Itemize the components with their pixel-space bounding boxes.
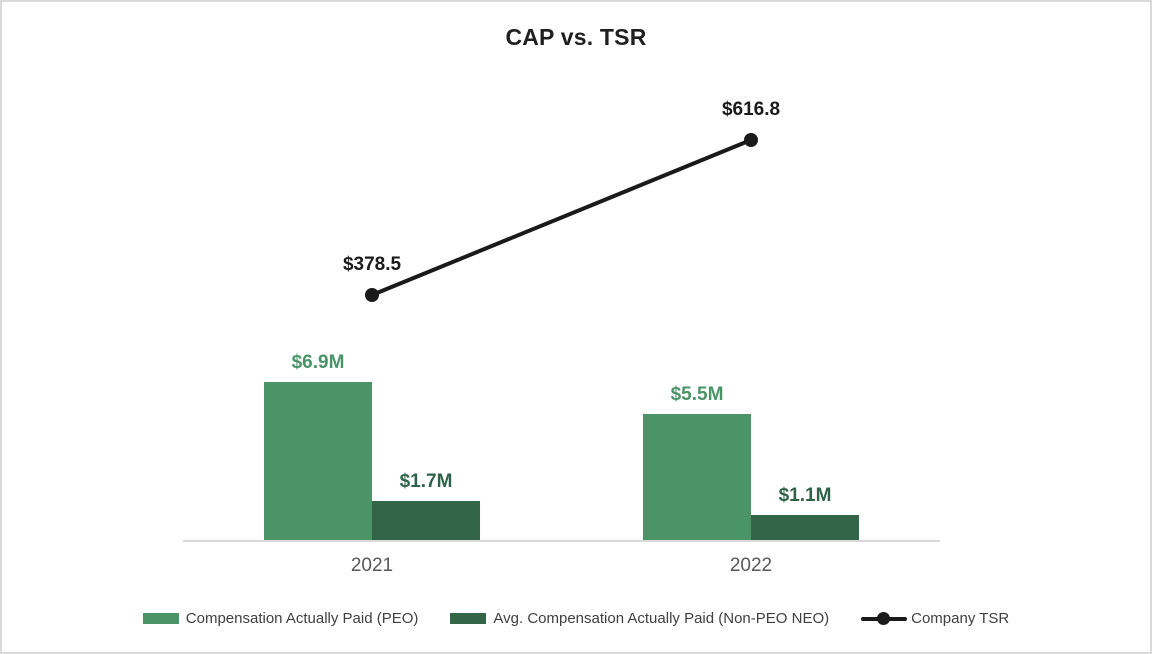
legend-item-peo: Compensation Actually Paid (PEO) xyxy=(142,610,419,627)
bar-value-label: $5.5M xyxy=(670,384,724,405)
peo-swatch-icon xyxy=(142,613,179,624)
bar-value-label: $1.7M xyxy=(399,471,453,492)
non-peo-neo-swatch-icon xyxy=(450,613,487,624)
tsr-value-label: $616.8 xyxy=(721,99,781,120)
legend-label-peo: Compensation Actually Paid (PEO) xyxy=(185,610,419,627)
bar-value-label: $1.1M xyxy=(778,485,832,506)
bar-value-label: $6.9M xyxy=(291,352,345,373)
bar-series1-2022 xyxy=(643,414,751,540)
tsr-value-label: $378.5 xyxy=(342,254,402,275)
legend-item-company-tsr: Company TSR xyxy=(861,610,1009,627)
x-axis-line xyxy=(183,540,940,542)
legend-label-non-peo-neo: Avg. Compensation Actually Paid (Non-PEO… xyxy=(493,610,830,627)
bar-series2-2022 xyxy=(751,515,859,540)
legend-item-non-peo-neo: Avg. Compensation Actually Paid (Non-PEO… xyxy=(450,610,829,627)
x-axis-tick-label: 2021 xyxy=(350,555,394,576)
bar-series1-2021 xyxy=(264,382,372,540)
x-axis-tick-label: 2022 xyxy=(729,555,773,576)
legend: Compensation Actually Paid (PEO) Avg. Co… xyxy=(2,610,1150,627)
bar-series2-2021 xyxy=(372,501,480,540)
chart-title: CAP vs. TSR xyxy=(505,24,647,50)
company-tsr-line-marker-icon xyxy=(861,612,908,625)
legend-label-company-tsr: Company TSR xyxy=(911,610,1010,627)
